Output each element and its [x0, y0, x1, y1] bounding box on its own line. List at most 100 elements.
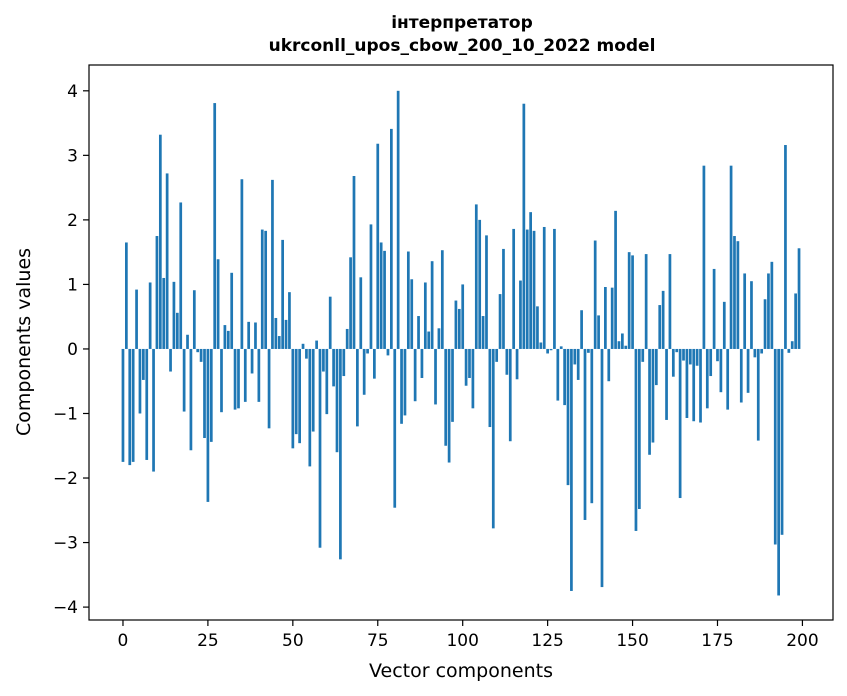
bar: [440, 250, 444, 349]
bar: [627, 252, 631, 349]
bar: [142, 348, 145, 380]
bar: [733, 236, 736, 349]
x-tick-label: 100: [446, 631, 478, 651]
bar: [658, 305, 662, 349]
bar: [393, 348, 397, 508]
bar: [780, 348, 784, 535]
bar: [237, 348, 240, 409]
bar: [729, 165, 733, 349]
x-tick-label: 75: [367, 631, 389, 651]
bar: [746, 348, 750, 393]
bar: [284, 319, 288, 349]
bar: [281, 239, 284, 349]
bar: [451, 348, 454, 422]
bar: [474, 204, 478, 349]
bar: [457, 308, 461, 349]
x-tick-label: 175: [701, 631, 733, 651]
y-tick-label: −1: [53, 404, 78, 424]
bar: [614, 210, 617, 349]
bar: [716, 348, 719, 362]
bar: [638, 348, 641, 509]
bar: [165, 173, 169, 349]
x-tick-label: 0: [118, 631, 129, 651]
bar: [362, 348, 366, 395]
y-tick-label: −2: [53, 469, 78, 489]
bar: [135, 289, 138, 349]
bar: [413, 348, 417, 402]
bar: [743, 273, 747, 349]
bar: [342, 348, 346, 377]
bar: [739, 348, 743, 403]
bar: [546, 348, 549, 354]
bar: [230, 272, 234, 349]
bar: [186, 334, 189, 349]
bar: [593, 240, 597, 349]
bar: [356, 348, 359, 427]
bar: [654, 348, 658, 386]
bar: [454, 300, 458, 349]
bar: [468, 348, 471, 378]
bar: [610, 287, 614, 349]
bar: [155, 236, 159, 349]
bar: [128, 348, 132, 466]
bar: [671, 348, 675, 377]
bar: [794, 293, 797, 349]
bar: [403, 348, 407, 416]
bar: [787, 348, 791, 353]
bar: [491, 348, 495, 529]
y-tick-label: 3: [67, 146, 78, 166]
bar: [756, 348, 760, 441]
x-tick-label: 125: [531, 631, 563, 651]
bar: [400, 348, 403, 424]
plot-frame: [88, 64, 834, 621]
bar: [308, 348, 312, 467]
bar: [216, 259, 220, 349]
bar: [508, 348, 512, 442]
bar: [406, 251, 410, 349]
bar: [525, 229, 529, 349]
bar: [604, 287, 607, 349]
bar: [339, 348, 342, 560]
bar: [770, 261, 774, 349]
bar: [641, 348, 645, 362]
bar: [702, 165, 706, 349]
bar: [396, 90, 400, 349]
y-tick-label: 2: [67, 211, 78, 231]
bar: [522, 103, 526, 349]
x-tick-label: 25: [197, 631, 219, 651]
bar: [488, 348, 492, 428]
bar: [250, 348, 254, 374]
chart-title-line-2: ukrconll_upos_cbow_200_10_2022 model: [269, 36, 656, 56]
bar: [328, 296, 332, 349]
bar: [621, 333, 624, 349]
bar: [271, 179, 274, 349]
bar: [420, 348, 424, 378]
bar: [145, 348, 149, 460]
bar: [573, 348, 577, 365]
bar: [383, 250, 386, 349]
bar: [373, 348, 376, 379]
bar: [790, 341, 794, 349]
bar: [447, 348, 451, 463]
bar: [553, 228, 556, 349]
bar: [315, 340, 318, 349]
bar: [726, 348, 730, 410]
bar: [189, 348, 193, 451]
bar: [767, 273, 770, 349]
bar: [675, 348, 679, 353]
bar: [763, 299, 767, 349]
bar: [587, 348, 590, 353]
bar: [430, 261, 434, 349]
bar: [760, 348, 764, 354]
y-tick-label: 4: [67, 82, 78, 102]
bar: [773, 348, 777, 545]
bar: [131, 348, 135, 462]
bar: [264, 230, 268, 349]
bar: [580, 310, 583, 349]
bar: [233, 348, 237, 410]
bar: [597, 315, 600, 349]
bar: [512, 228, 516, 349]
bar: [678, 348, 682, 499]
